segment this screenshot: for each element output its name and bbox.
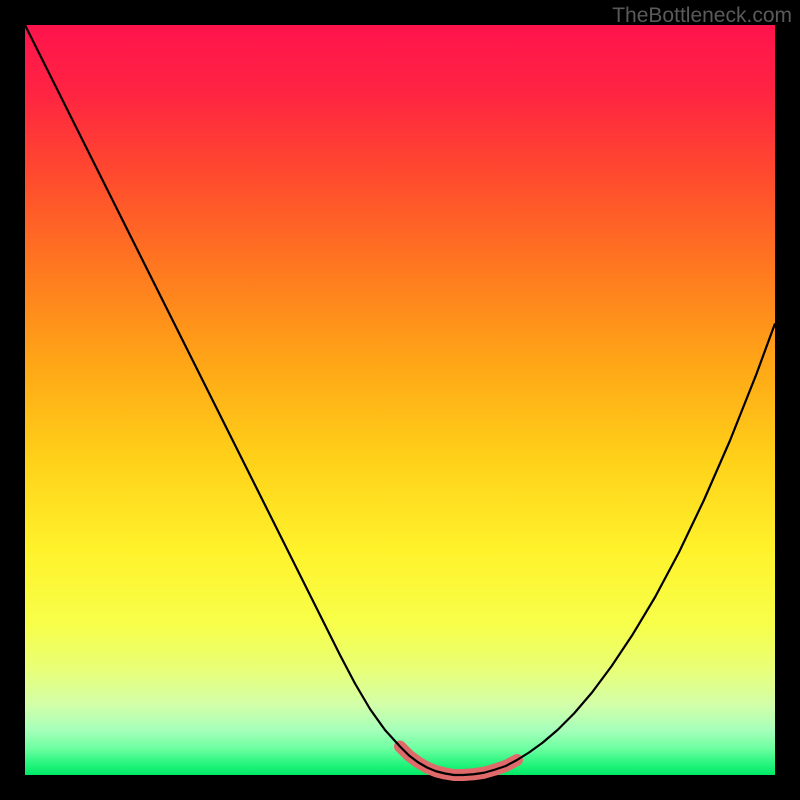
bottleneck-chart <box>0 0 800 800</box>
plot-background <box>25 25 775 775</box>
figure-container: TheBottleneck.com <box>0 0 800 800</box>
